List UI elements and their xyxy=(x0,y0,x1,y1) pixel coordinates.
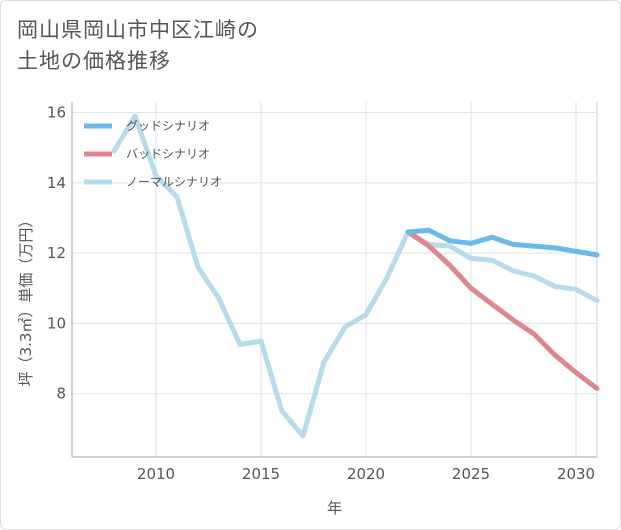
chart-title: 岡山県岡山市中区江崎の 土地の価格推移 xyxy=(17,15,259,77)
series-line-bad xyxy=(405,229,600,391)
y-tick-label: 12 xyxy=(47,244,66,262)
x-tick-label: 2015 xyxy=(242,465,280,483)
legend-label: グッドシナリオ xyxy=(126,119,210,133)
chart-title-line1: 岡山県岡山市中区江崎の xyxy=(17,18,259,42)
x-tick-label: 2025 xyxy=(452,465,490,483)
x-tick-label: 2020 xyxy=(347,465,385,483)
y-tick-label: 10 xyxy=(47,314,66,332)
legend-label: バッドシナリオ xyxy=(126,147,210,161)
x-tick-label: 2010 xyxy=(137,465,175,483)
tick-labels: 2010 2015 2020 2025 2030 8 10 12 14 16 xyxy=(47,104,595,483)
axes xyxy=(71,102,598,458)
series-line-normal xyxy=(111,113,600,439)
legend-label: ノーマルシナリオ xyxy=(126,175,222,189)
x-axis-label: 年 xyxy=(327,499,342,517)
x-tick-label: 2030 xyxy=(557,465,595,483)
y-axis-label: 坪（3.3㎡）単価（万円） xyxy=(17,213,35,387)
y-tick-label: 8 xyxy=(56,385,66,403)
y-tick-label: 16 xyxy=(47,104,66,122)
y-tick-label: 14 xyxy=(47,174,66,192)
chart-title-line2: 土地の価格推移 xyxy=(17,49,171,73)
grid xyxy=(72,102,597,457)
series-lines xyxy=(111,113,600,439)
series-line-good xyxy=(405,227,600,258)
